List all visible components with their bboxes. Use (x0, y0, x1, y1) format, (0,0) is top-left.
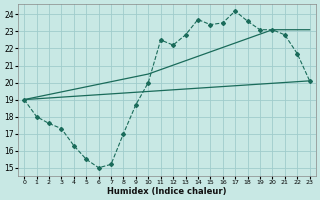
X-axis label: Humidex (Indice chaleur): Humidex (Indice chaleur) (107, 187, 227, 196)
